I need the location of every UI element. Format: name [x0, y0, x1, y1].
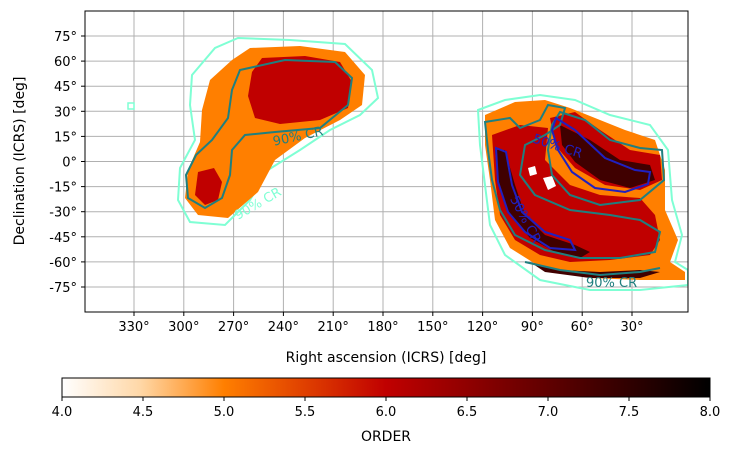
sky-map-regions: [127, 36, 688, 291]
y-tick-label: 75°: [54, 30, 77, 45]
colorbar-tick-label: 7.5: [619, 405, 640, 420]
right-lobe-hole-2: [528, 166, 537, 176]
right-lobe-outer-contour: [476, 93, 688, 291]
y-tick-label: 15°: [54, 130, 77, 145]
x-axis: 330° 300° 270° 240° 210° 180° 150° 120° 90° 60° 30…: [118, 312, 644, 335]
left-lobe-order6-small-region: [195, 168, 222, 205]
right-lobe-hole-1: [543, 176, 556, 190]
colorbar-ticks: 4.0 4.5 5.0 5.5 6.0 6.5 7.0 7.5 8.0: [52, 397, 721, 420]
colorbar-tick-label: 6.0: [376, 405, 397, 420]
colorbar-label: ORDER: [361, 429, 411, 445]
colorbar-gradient: [61, 377, 711, 398]
right-lobe-mid-contour-2: [546, 110, 666, 207]
y-tick-label: -45°: [49, 231, 77, 246]
y-tick-label: -15°: [49, 181, 77, 196]
y-tick-label: 0°: [62, 156, 77, 171]
y-tick-label: 45°: [54, 80, 77, 95]
colorbar-tick-label: 4.0: [52, 405, 73, 420]
colorbar-tick-label: 4.5: [133, 405, 154, 420]
right-lobe-order7-lower-region: [495, 150, 590, 258]
y-tick-label: 60°: [54, 55, 77, 70]
x-tick-label: 270°: [218, 320, 249, 335]
y-axis-label: Declination (ICRS) [deg]: [12, 77, 28, 246]
x-tick-label: 330°: [118, 320, 149, 335]
right-lobe-inner-contour-2: [494, 146, 577, 252]
left-lobe-outer-contour: [176, 36, 380, 227]
y-tick-label: -60°: [49, 256, 77, 271]
x-tick-label: 240°: [268, 320, 299, 335]
right-lobe-inner-contour-1: [550, 116, 652, 194]
x-tick-label: 150°: [417, 320, 448, 335]
colorbar-tick-label: 5.0: [214, 405, 235, 420]
x-tick-label: 300°: [168, 320, 199, 335]
x-tick-label: 180°: [367, 320, 398, 335]
right-lobe-mid-contour-1: [483, 103, 662, 259]
colorbar-tick-label: 5.5: [295, 405, 316, 420]
right-lobe-order7-bottom-region: [530, 262, 660, 278]
colorbar-tick-label: 8.0: [700, 405, 721, 420]
left-lobe-mid-contour: [184, 58, 354, 210]
contour-label-right-90: 90% CR: [586, 276, 637, 291]
x-tick-label: 30°: [620, 320, 643, 335]
left-lobe-order6-region: [248, 56, 352, 124]
y-tick-label: 30°: [54, 105, 77, 120]
y-tick-label: -75°: [49, 281, 77, 296]
y-tick-label: -30°: [49, 206, 77, 221]
x-tick-label: 90°: [521, 320, 544, 335]
colorbar-tick-label: 6.5: [457, 405, 478, 420]
x-tick-label: 210°: [318, 320, 349, 335]
colorbar-tick-label: 7.0: [538, 405, 559, 420]
y-axis: 75° 60° 45° 30° 15° 0° -15° -30° -45° -60° -75°: [49, 30, 85, 296]
x-axis-label: Right ascension (ICRS) [deg]: [286, 350, 487, 366]
colorbar: 4.0 4.5 5.0 5.5 6.0 6.5 7.0 7.5 8.0 ORDER: [52, 377, 721, 445]
right-lobe-mid-contour-3: [524, 261, 661, 277]
left-lobe-small-contour: [127, 102, 135, 110]
plot-area: 90% CR 90% CR 50% CR 50% CR 90% CR: [84, 10, 689, 313]
x-tick-label: 60°: [571, 320, 594, 335]
x-tick-label: 120°: [467, 320, 498, 335]
right-lobe-order7-upper-region: [560, 125, 655, 188]
